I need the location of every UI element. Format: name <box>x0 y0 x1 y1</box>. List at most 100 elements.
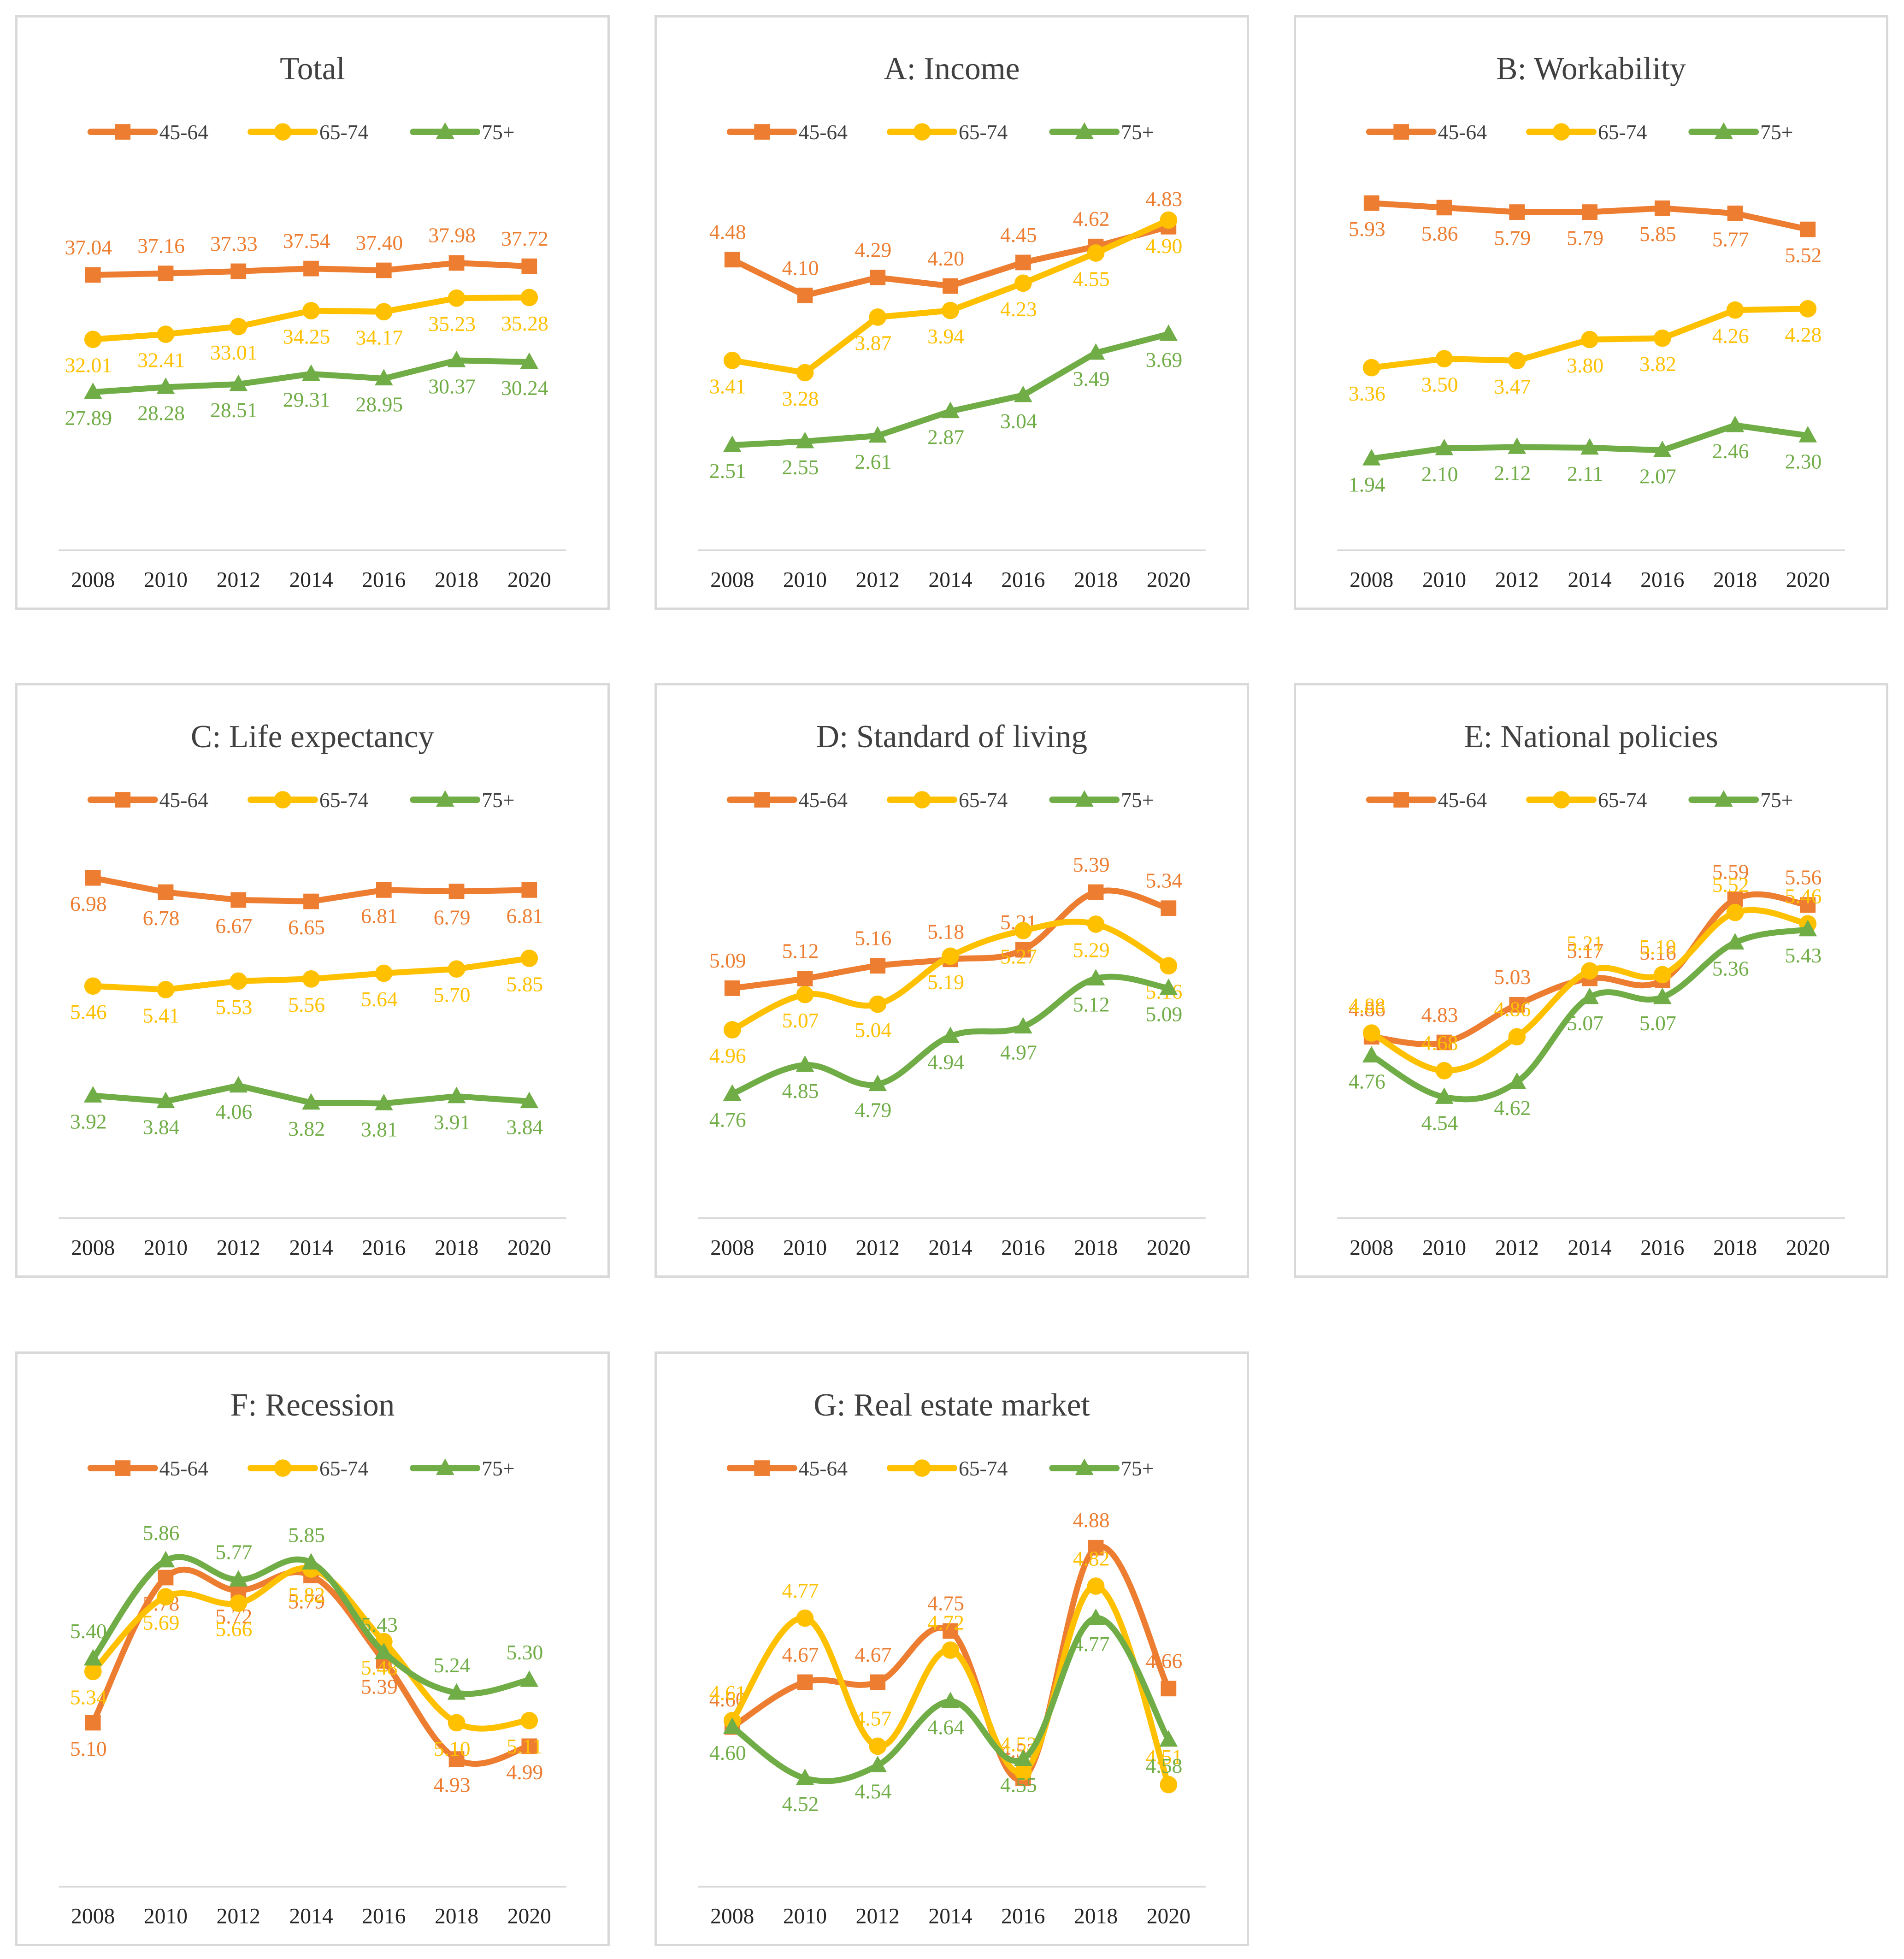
data-label: 37.04 <box>65 236 112 259</box>
line-chart: C: Life expectancy 45-64 65-74 75+ 2008 2010 2… <box>59 719 566 1260</box>
data-label: 4.76 <box>1349 1070 1385 1093</box>
data-point <box>724 980 740 996</box>
data-point <box>1435 1062 1453 1080</box>
data-point <box>520 1670 539 1687</box>
data-point <box>156 1092 175 1109</box>
x-tick-label: 2014 <box>928 568 972 592</box>
data-point <box>374 1094 393 1110</box>
data-label: 5.77 <box>215 1540 252 1564</box>
data-point <box>302 1093 320 1110</box>
data-label: 4.64 <box>927 1716 964 1739</box>
data-label: 30.37 <box>428 374 476 398</box>
x-tick-label: 2016 <box>1001 1236 1045 1260</box>
data-label: 5.70 <box>434 983 471 1007</box>
data-point <box>85 1715 101 1731</box>
legend-entry: 65-74 <box>1526 788 1647 812</box>
data-point <box>796 985 814 1003</box>
data-label: 3.47 <box>1494 375 1531 398</box>
data-label: 37.72 <box>501 227 548 250</box>
data-label: 3.50 <box>1421 373 1458 396</box>
legend-entry: 65-74 <box>887 788 1008 812</box>
data-point <box>1087 915 1105 933</box>
legend-entry: 65-74 <box>887 120 1008 144</box>
data-point <box>797 971 813 986</box>
line-chart: G: Real estate market 45-64 65-74 75+ 2008 20… <box>698 1387 1206 1928</box>
data-point <box>1726 933 1745 950</box>
data-point <box>1086 969 1105 985</box>
line-chart: Total 45-64 65-74 75+ 2008 2010 2012 2014 2016 20… <box>59 51 566 592</box>
data-label: 4.68 <box>1421 1031 1458 1055</box>
data-label: 37.16 <box>137 234 185 258</box>
data-label: 4.76 <box>709 1108 746 1132</box>
data-label: 33.01 <box>210 341 258 364</box>
legend-label: 45-64 <box>1438 788 1487 812</box>
x-tick-label: 2018 <box>1713 568 1757 592</box>
data-label: 5.16 <box>1639 941 1676 964</box>
data-point <box>1362 1024 1380 1042</box>
line-chart: F: Recession 45-64 65-74 75+ 2008 2010 2012 201… <box>59 1387 566 1928</box>
legend-marker <box>436 1458 454 1475</box>
data-point <box>302 970 320 988</box>
x-tick-label: 2014 <box>1568 568 1611 592</box>
data-point <box>723 1717 742 1734</box>
data-label: 6.81 <box>506 904 543 927</box>
legend-marker <box>274 791 292 808</box>
data-label: 27.89 <box>65 406 112 430</box>
legend-marker <box>115 1460 131 1476</box>
x-tick-label: 2014 <box>289 1904 333 1928</box>
data-label: 5.07 <box>1567 1011 1603 1035</box>
data-label: 5.27 <box>1000 944 1037 968</box>
data-point <box>520 950 538 967</box>
data-point <box>1435 350 1453 368</box>
data-label: 4.99 <box>506 1760 543 1784</box>
data-label: 4.55 <box>1000 1773 1037 1797</box>
legend-entry: 65-74 <box>1526 120 1647 144</box>
data-point <box>1653 441 1672 457</box>
data-label: 4.67 <box>782 1643 819 1666</box>
data-label: 4.77 <box>1073 1632 1110 1656</box>
legend-marker <box>1714 122 1733 139</box>
legend-marker <box>115 124 131 140</box>
data-label: 5.52 <box>1712 873 1749 897</box>
legend-label: 75+ <box>482 1457 514 1480</box>
data-label: 4.82 <box>1073 1546 1110 1570</box>
data-label: 2.87 <box>927 425 964 449</box>
legend-marker <box>913 791 931 808</box>
data-point <box>374 1642 393 1659</box>
data-point <box>796 1055 814 1072</box>
data-point <box>156 378 175 394</box>
data-label: 5.86 <box>143 1521 180 1545</box>
data-point <box>1435 1087 1454 1104</box>
data-point <box>1161 900 1177 916</box>
legend-entry: 45-64 <box>1366 788 1487 812</box>
data-point <box>521 258 537 274</box>
data-label: 5.69 <box>143 1611 180 1634</box>
x-tick-label: 2018 <box>435 1236 478 1260</box>
legend-marker <box>436 790 454 807</box>
legend-marker <box>754 792 770 808</box>
data-label: 3.84 <box>506 1115 543 1139</box>
data-label: 4.66 <box>1145 1649 1182 1673</box>
data-label: 4.28 <box>1785 323 1821 346</box>
x-tick-label: 2018 <box>1713 1236 1757 1260</box>
data-label: 37.33 <box>210 232 258 255</box>
data-point <box>157 325 175 343</box>
data-label: 4.77 <box>782 1579 819 1602</box>
x-tick-label: 2020 <box>507 1236 551 1260</box>
data-point <box>376 262 392 278</box>
x-tick-label: 2012 <box>856 1904 900 1928</box>
chart-panel: G: Real estate market 45-64 65-74 75+ 2008 20… <box>654 1351 1249 1946</box>
data-point <box>1800 221 1816 237</box>
x-tick-label: 2010 <box>144 1236 188 1260</box>
data-point <box>448 884 465 899</box>
data-label: 6.78 <box>143 906 180 930</box>
x-tick-label: 2014 <box>289 568 333 592</box>
data-label: 4.51 <box>1145 1745 1182 1769</box>
legend-marker <box>1714 790 1733 807</box>
x-tick-label: 2018 <box>435 568 478 592</box>
data-label: 4.88 <box>1349 993 1385 1017</box>
data-point <box>796 364 814 382</box>
data-label: 5.79 <box>288 1589 325 1613</box>
data-label: 4.72 <box>927 1611 964 1634</box>
data-point <box>83 1086 102 1103</box>
